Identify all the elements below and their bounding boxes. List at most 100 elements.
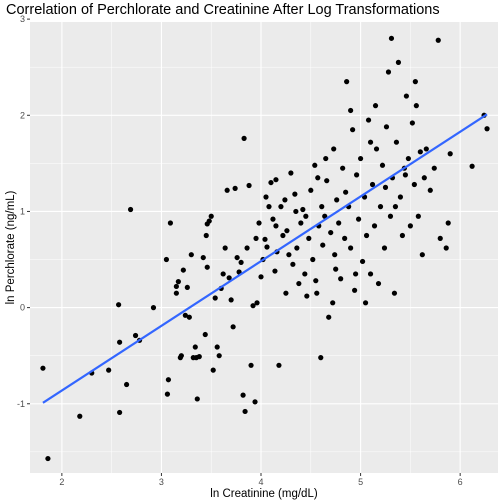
data-point (484, 126, 490, 132)
data-point (415, 213, 421, 219)
data-point (164, 391, 171, 397)
data-point (431, 165, 437, 171)
data-point (363, 232, 370, 239)
data-point (354, 172, 360, 178)
data-point (308, 187, 314, 193)
data-point (326, 314, 332, 320)
data-point (286, 252, 292, 258)
data-point (348, 245, 354, 251)
data-point (182, 312, 188, 318)
data-point (373, 146, 380, 152)
data-point (303, 213, 309, 219)
data-point (220, 271, 226, 277)
data-point (292, 191, 298, 197)
data-point (188, 252, 194, 258)
data-point (304, 293, 310, 299)
data-point (288, 170, 294, 176)
data-point (273, 177, 279, 183)
data-point (202, 331, 208, 338)
data-point (340, 165, 346, 171)
chart-title: Correlation of Perchlorate and Creatinin… (6, 2, 440, 18)
data-point (248, 362, 254, 368)
grid-lines (30, 18, 498, 473)
data-point (230, 324, 236, 330)
data-point (352, 287, 358, 293)
data-point (203, 232, 209, 239)
data-point (117, 409, 123, 416)
x-tick-label: 2 (59, 477, 64, 487)
data-point (150, 305, 157, 311)
data-point (180, 267, 186, 273)
x-tick-label: 5 (358, 477, 363, 487)
data-point (357, 155, 364, 162)
data-point (388, 35, 395, 41)
data-point (132, 332, 139, 339)
y-axis-title: ln Perchlorate (ng/mL) (5, 190, 17, 304)
data-point (228, 297, 234, 303)
data-point (204, 264, 210, 270)
data-point (392, 204, 399, 210)
data-point (282, 197, 288, 203)
data-point (382, 184, 389, 190)
data-point (253, 235, 259, 241)
data-point (278, 204, 284, 210)
data-point (405, 155, 411, 162)
data-point (302, 271, 308, 277)
data-point (268, 179, 274, 186)
data-point (315, 175, 321, 181)
data-point (206, 218, 212, 224)
data-point (167, 220, 173, 226)
data-point (427, 187, 433, 193)
data-point (372, 103, 379, 109)
data-point (387, 213, 394, 219)
data-point (322, 213, 328, 219)
data-point (381, 245, 388, 251)
data-point (328, 229, 334, 236)
data-point (338, 276, 344, 282)
x-tick-label: 6 (458, 477, 463, 487)
data-point (342, 235, 348, 241)
data-point (175, 279, 181, 285)
y-axis-ticks: -1 0 1 2 3 (17, 14, 30, 409)
data-point (284, 228, 290, 234)
data-point (224, 187, 230, 193)
data-point (184, 284, 190, 291)
data-point (423, 146, 429, 152)
data-point (296, 280, 302, 287)
y-tick-label: 0 (20, 303, 25, 313)
data-point (270, 216, 276, 222)
data-point (246, 182, 252, 189)
data-point (385, 69, 392, 75)
data-point (192, 344, 198, 350)
data-point (293, 208, 299, 215)
data-point (262, 236, 268, 242)
data-point (77, 413, 83, 419)
data-point (383, 124, 390, 130)
data-point (264, 244, 270, 250)
data-point (367, 139, 374, 145)
data-point (216, 353, 222, 359)
data-point (214, 344, 220, 350)
y-tick-label: -1 (17, 399, 25, 409)
data-point (318, 355, 324, 361)
data-point (332, 252, 338, 258)
data-point (242, 408, 248, 415)
data-point (336, 220, 342, 226)
data-point (324, 178, 330, 184)
data-point (163, 256, 170, 263)
data-point (280, 232, 286, 239)
data-point (244, 245, 250, 251)
data-point (106, 367, 112, 373)
data-point (306, 235, 312, 241)
data-point (419, 252, 425, 258)
data-point (334, 197, 340, 203)
data-point (222, 245, 228, 251)
data-point (397, 194, 404, 200)
data-point (409, 120, 415, 126)
data-point (399, 232, 406, 239)
data-point (273, 223, 279, 229)
data-point (234, 254, 240, 261)
data-point (333, 266, 339, 272)
